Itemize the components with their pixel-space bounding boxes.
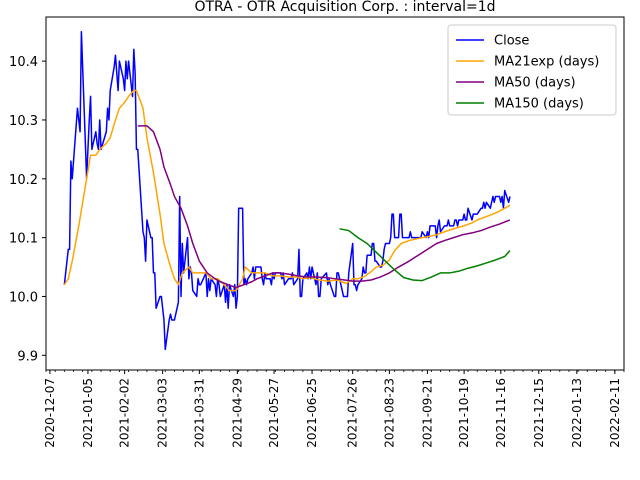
chart-title: OTRA - OTR Acquisition Corp. : interval=… xyxy=(194,0,495,15)
x-tick-label: 2021-10-19 xyxy=(457,378,471,448)
series-line-ma150-days xyxy=(339,228,511,282)
x-tick-label: 2021-11-16 xyxy=(494,378,508,448)
x-tick-label: 2020-12-07 xyxy=(43,378,57,448)
legend-label: MA21exp (days) xyxy=(494,55,599,70)
x-tick-label: 2021-12-15 xyxy=(532,378,546,448)
x-tick-label: 2021-06-25 xyxy=(305,378,319,448)
y-tick-label: 9.9 xyxy=(17,349,38,364)
x-tick-label: 2021-01-05 xyxy=(81,378,95,448)
legend-box xyxy=(447,24,617,116)
y-tick-label: 10.3 xyxy=(9,114,38,129)
y-tick-label: 10.4 xyxy=(9,55,38,70)
x-tick-label: 2022-01-13 xyxy=(570,378,584,448)
y-tick-label: 10.0 xyxy=(9,290,38,305)
legend-label: Close xyxy=(494,34,529,49)
x-tick-label: 2022-02-11 xyxy=(608,378,622,448)
plot-frame xyxy=(45,16,625,371)
x-tick-label: 2021-03-31 xyxy=(192,378,206,448)
x-tick-label: 2021-09-21 xyxy=(420,378,434,448)
x-tick-label: 2021-08-23 xyxy=(382,378,396,448)
y-tick-label: 10.1 xyxy=(9,232,38,247)
plot-area xyxy=(63,30,511,351)
y-axis: 9.9 10.0 10.1 10.2 10.3 10.4 xyxy=(9,55,46,364)
x-tick-label: 2021-04-29 xyxy=(230,378,244,448)
y-tick-label: 10.2 xyxy=(9,173,38,188)
x-tick-label: 2021-05-27 xyxy=(267,378,281,448)
x-tick-label: 2021-03-03 xyxy=(156,378,170,448)
x-axis: 2020-12-07 2021-01-05 2021-02-02 2021-03-03… xyxy=(43,370,625,448)
legend-label: MA150 (days) xyxy=(494,97,584,112)
legend: Close MA21exp (days) MA50 (days) MA150 (day… xyxy=(447,24,617,116)
series-line-ma50-days xyxy=(137,125,511,289)
x-tick-label: 2021-02-02 xyxy=(118,378,132,448)
series-line-ma21exp-days xyxy=(63,89,511,292)
legend-label: MA50 (days) xyxy=(494,76,576,91)
series-line-close xyxy=(63,30,511,351)
x-tick-label: 2021-07-26 xyxy=(346,378,360,448)
